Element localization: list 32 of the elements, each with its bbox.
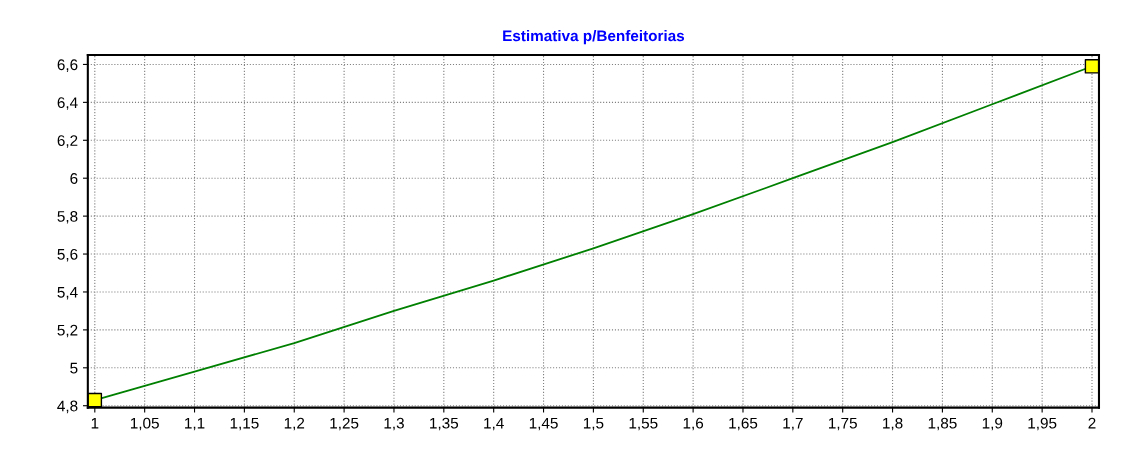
- x-tick-label: 1,1: [185, 417, 205, 431]
- x-tick-label: 1,4: [484, 417, 504, 431]
- y-tick-label: 4,8: [57, 400, 78, 414]
- y-tick-label: 5,2: [57, 324, 78, 338]
- y-tick-label: 5: [70, 362, 78, 374]
- x-tick-label: 1: [91, 417, 99, 429]
- x-tick-label: 1,65: [729, 417, 758, 431]
- x-tick-label: 1,35: [430, 417, 459, 431]
- x-tick-label: 1,2: [284, 417, 305, 431]
- y-tick-label: 6,2: [57, 135, 78, 148]
- x-tick-label: 1,9: [982, 417, 1003, 431]
- y-tick-label: 6: [70, 173, 78, 184]
- y-tick-label: 5,4: [57, 286, 78, 300]
- x-tick-label: 1,75: [829, 417, 857, 431]
- x-tick-label: 1,8: [883, 417, 903, 431]
- x-tick-label: 1,25: [330, 417, 359, 431]
- y-tick-label: 6,6: [57, 59, 78, 72]
- x-tick-label: 1,45: [529, 417, 558, 431]
- x-tick-label: 1,05: [130, 417, 159, 431]
- x-tick-label: 1,55: [629, 417, 658, 431]
- x-tick-label: 1,7: [783, 417, 803, 431]
- x-tick-label: 1,5: [583, 417, 604, 431]
- x-tick-label: 1,15: [230, 417, 259, 431]
- y-tick-label: 5,6: [57, 248, 78, 262]
- x-tick-label: 1,6: [683, 417, 704, 431]
- y-tick-label: 5,8: [57, 210, 78, 224]
- x-tick-label: 2: [1088, 417, 1096, 429]
- chart-title: Estimativa p/Benfeitorias: [503, 30, 685, 45]
- y-tick-label: 6,4: [57, 97, 78, 110]
- x-tick-label: 1,95: [1028, 417, 1057, 431]
- x-tick-label: 1,3: [384, 417, 404, 431]
- x-tick-label: 1,85: [928, 417, 957, 431]
